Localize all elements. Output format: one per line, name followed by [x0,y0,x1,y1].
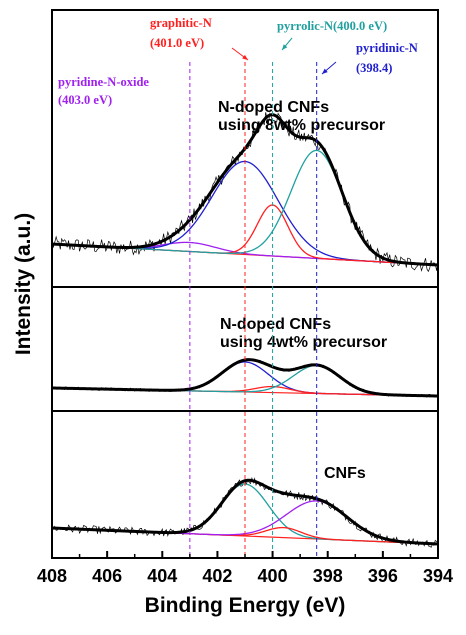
x-tick-label: 394 [423,566,453,586]
ref-label-graphitic-N: (401.0 eV) [150,36,204,50]
x-tick-label: 400 [258,566,288,586]
x-tick-label: 406 [92,566,122,586]
x-axis-label: Binding Energy (eV) [145,594,346,617]
arrow-pyridinic-n-head [322,68,328,74]
ref-label-graphitic-N: graphitic-N [150,16,212,30]
arrow-pyrrolic-n-head [282,44,288,50]
panel-label: N-doped CNFs [218,99,329,116]
panel-label: using 8wt% precursor [218,117,385,134]
ref-label-pyridine-N-oxide: (403.0 eV) [58,93,112,107]
x-tick-label: 398 [313,566,343,586]
x-tick-label: 402 [202,566,232,586]
ref-label-pyrrolic-N: pyrrolic-N(400.0 eV) [277,19,387,33]
panel-label: CNFs [324,465,366,482]
y-axis-label: Intensity (a.u.) [12,213,35,355]
x-tick-label: 404 [147,566,177,586]
panel-label: using 4wt% precursor [220,334,387,351]
envelope-fit [51,478,439,546]
ref-label-pyridine-N-oxide: pyridine-N-oxide [58,75,149,89]
ref-label-pyridinic-N: (398.4) [356,61,392,75]
panel-3: CNFs [51,465,439,548]
x-tick-label: 396 [368,566,398,586]
panel-label: N-doped CNFs [220,316,331,333]
ref-label-pyridinic-N: pyridinic-N [356,41,418,55]
arrow-graphitic-n-head [242,54,248,60]
x-tick-label: 408 [37,566,67,586]
